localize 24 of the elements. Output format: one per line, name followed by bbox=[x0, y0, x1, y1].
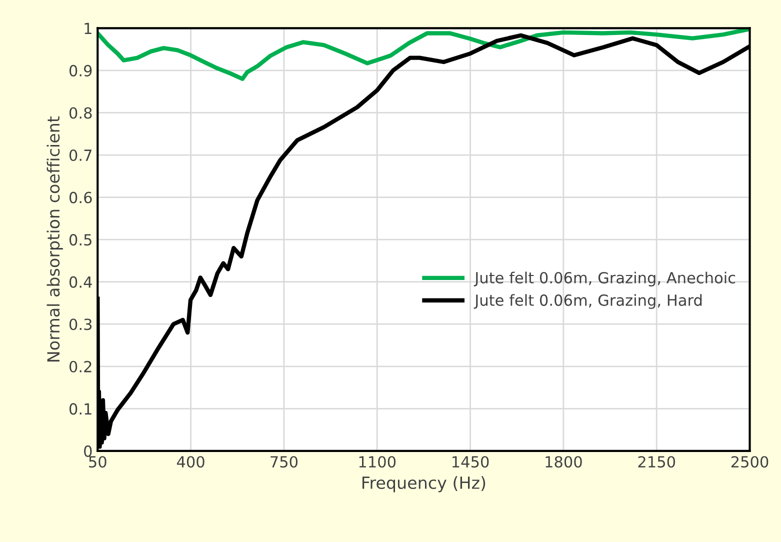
x-tick-label: 2150 bbox=[638, 456, 676, 468]
line-series bbox=[98, 33, 750, 449]
y-tick-label: 0.9 bbox=[69, 64, 92, 76]
x-tick-label: 2500 bbox=[731, 456, 768, 468]
legend-label: Jute felt 0.06m, Grazing, Anechoic bbox=[474, 272, 736, 286]
y-tick-label: 0 bbox=[84, 445, 92, 457]
y-tick-label: 0.2 bbox=[69, 360, 92, 372]
x-tick-label: 50 bbox=[89, 456, 106, 468]
y-tick-label: 0.7 bbox=[69, 149, 92, 162]
x-tick-label: 1450 bbox=[452, 456, 489, 468]
y-tick-label: 0.3 bbox=[69, 318, 92, 330]
x-tick-label: 750 bbox=[270, 456, 298, 468]
x-tick-label: 1800 bbox=[546, 456, 582, 468]
x-tick-label: 400 bbox=[176, 456, 204, 468]
y-tick-label: 0.6 bbox=[69, 192, 92, 204]
y-tick-label: 0.5 bbox=[69, 234, 92, 246]
y-axis-title: Normal absorption coefficient bbox=[46, 116, 63, 362]
y-tick-label: 1 bbox=[84, 22, 92, 34]
x-axis-title: Frequency (Hz) bbox=[362, 476, 486, 492]
legend-label: Jute felt 0.06m, Grazing, Hard bbox=[474, 294, 702, 309]
y-tick-label: 0.4 bbox=[69, 276, 92, 288]
x-tick-label: 1100 bbox=[359, 456, 396, 468]
y-tick-label: 0.1 bbox=[69, 403, 92, 415]
y-tick-label: 0.8 bbox=[69, 107, 92, 119]
